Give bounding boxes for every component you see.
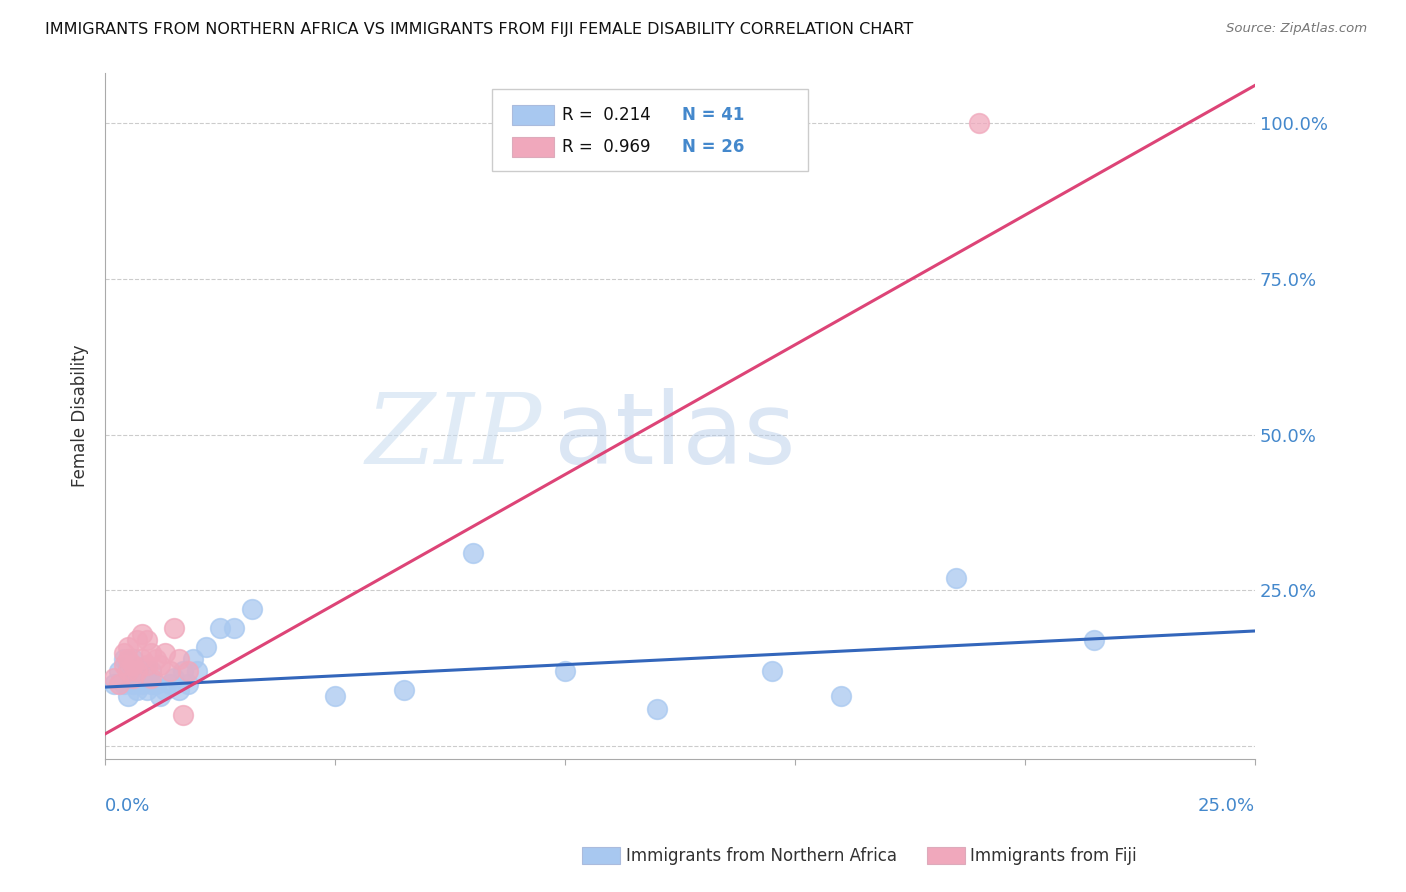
Point xyxy=(135,658,157,673)
Point xyxy=(761,665,783,679)
Point xyxy=(167,652,190,666)
Point xyxy=(117,652,139,666)
Point xyxy=(159,665,181,679)
Point xyxy=(112,658,135,673)
Point xyxy=(392,683,415,698)
Point xyxy=(127,683,149,698)
Point xyxy=(131,677,153,691)
Text: R =  0.969: R = 0.969 xyxy=(562,138,651,156)
Point xyxy=(121,658,143,673)
Point xyxy=(554,665,576,679)
Point xyxy=(167,683,190,698)
Point xyxy=(103,671,125,685)
Point xyxy=(153,683,176,698)
Text: 25.0%: 25.0% xyxy=(1198,797,1256,814)
Point xyxy=(195,640,218,654)
Y-axis label: Female Disability: Female Disability xyxy=(72,344,89,487)
Point xyxy=(153,646,176,660)
Text: Immigrants from Fiji: Immigrants from Fiji xyxy=(970,847,1137,865)
Point xyxy=(323,690,346,704)
Point xyxy=(149,690,172,704)
Point xyxy=(117,665,139,679)
Point xyxy=(209,621,232,635)
Point xyxy=(149,658,172,673)
Text: ZIP: ZIP xyxy=(366,389,543,484)
Point xyxy=(461,546,484,560)
Point xyxy=(117,690,139,704)
Point xyxy=(121,652,143,666)
Point xyxy=(645,702,668,716)
Point xyxy=(141,677,163,691)
Point xyxy=(131,665,153,679)
Text: N = 41: N = 41 xyxy=(682,106,744,124)
Text: R =  0.214: R = 0.214 xyxy=(562,106,651,124)
Point xyxy=(181,652,204,666)
Point xyxy=(108,665,131,679)
Point xyxy=(1083,633,1105,648)
Point xyxy=(112,652,135,666)
Text: Source: ZipAtlas.com: Source: ZipAtlas.com xyxy=(1226,22,1367,36)
Point xyxy=(121,665,143,679)
Point xyxy=(108,677,131,691)
Point xyxy=(177,677,200,691)
Point xyxy=(967,116,990,130)
Point xyxy=(103,677,125,691)
Point xyxy=(172,665,194,679)
Point xyxy=(141,646,163,660)
Point xyxy=(145,677,167,691)
Point xyxy=(945,571,967,585)
Point xyxy=(131,652,153,666)
Point xyxy=(172,708,194,723)
Point xyxy=(117,671,139,685)
Point xyxy=(127,633,149,648)
Point xyxy=(186,665,208,679)
Point xyxy=(159,677,181,691)
Point xyxy=(117,640,139,654)
Point xyxy=(141,665,163,679)
Point xyxy=(830,690,852,704)
Point xyxy=(131,627,153,641)
Text: Immigrants from Northern Africa: Immigrants from Northern Africa xyxy=(626,847,897,865)
Text: atlas: atlas xyxy=(554,388,796,485)
Point xyxy=(135,671,157,685)
Point xyxy=(141,671,163,685)
Point xyxy=(112,677,135,691)
Point xyxy=(135,683,157,698)
Point xyxy=(121,677,143,691)
Point xyxy=(121,671,143,685)
Text: 0.0%: 0.0% xyxy=(105,797,150,814)
Point xyxy=(222,621,245,635)
Point xyxy=(127,671,149,685)
Point xyxy=(163,621,186,635)
Point xyxy=(112,646,135,660)
Point xyxy=(177,665,200,679)
Point xyxy=(145,652,167,666)
Text: N = 26: N = 26 xyxy=(682,138,744,156)
Point xyxy=(117,658,139,673)
Point xyxy=(127,665,149,679)
Point xyxy=(240,602,263,616)
Point xyxy=(135,633,157,648)
Point xyxy=(163,671,186,685)
Text: IMMIGRANTS FROM NORTHERN AFRICA VS IMMIGRANTS FROM FIJI FEMALE DISABILITY CORREL: IMMIGRANTS FROM NORTHERN AFRICA VS IMMIG… xyxy=(45,22,914,37)
